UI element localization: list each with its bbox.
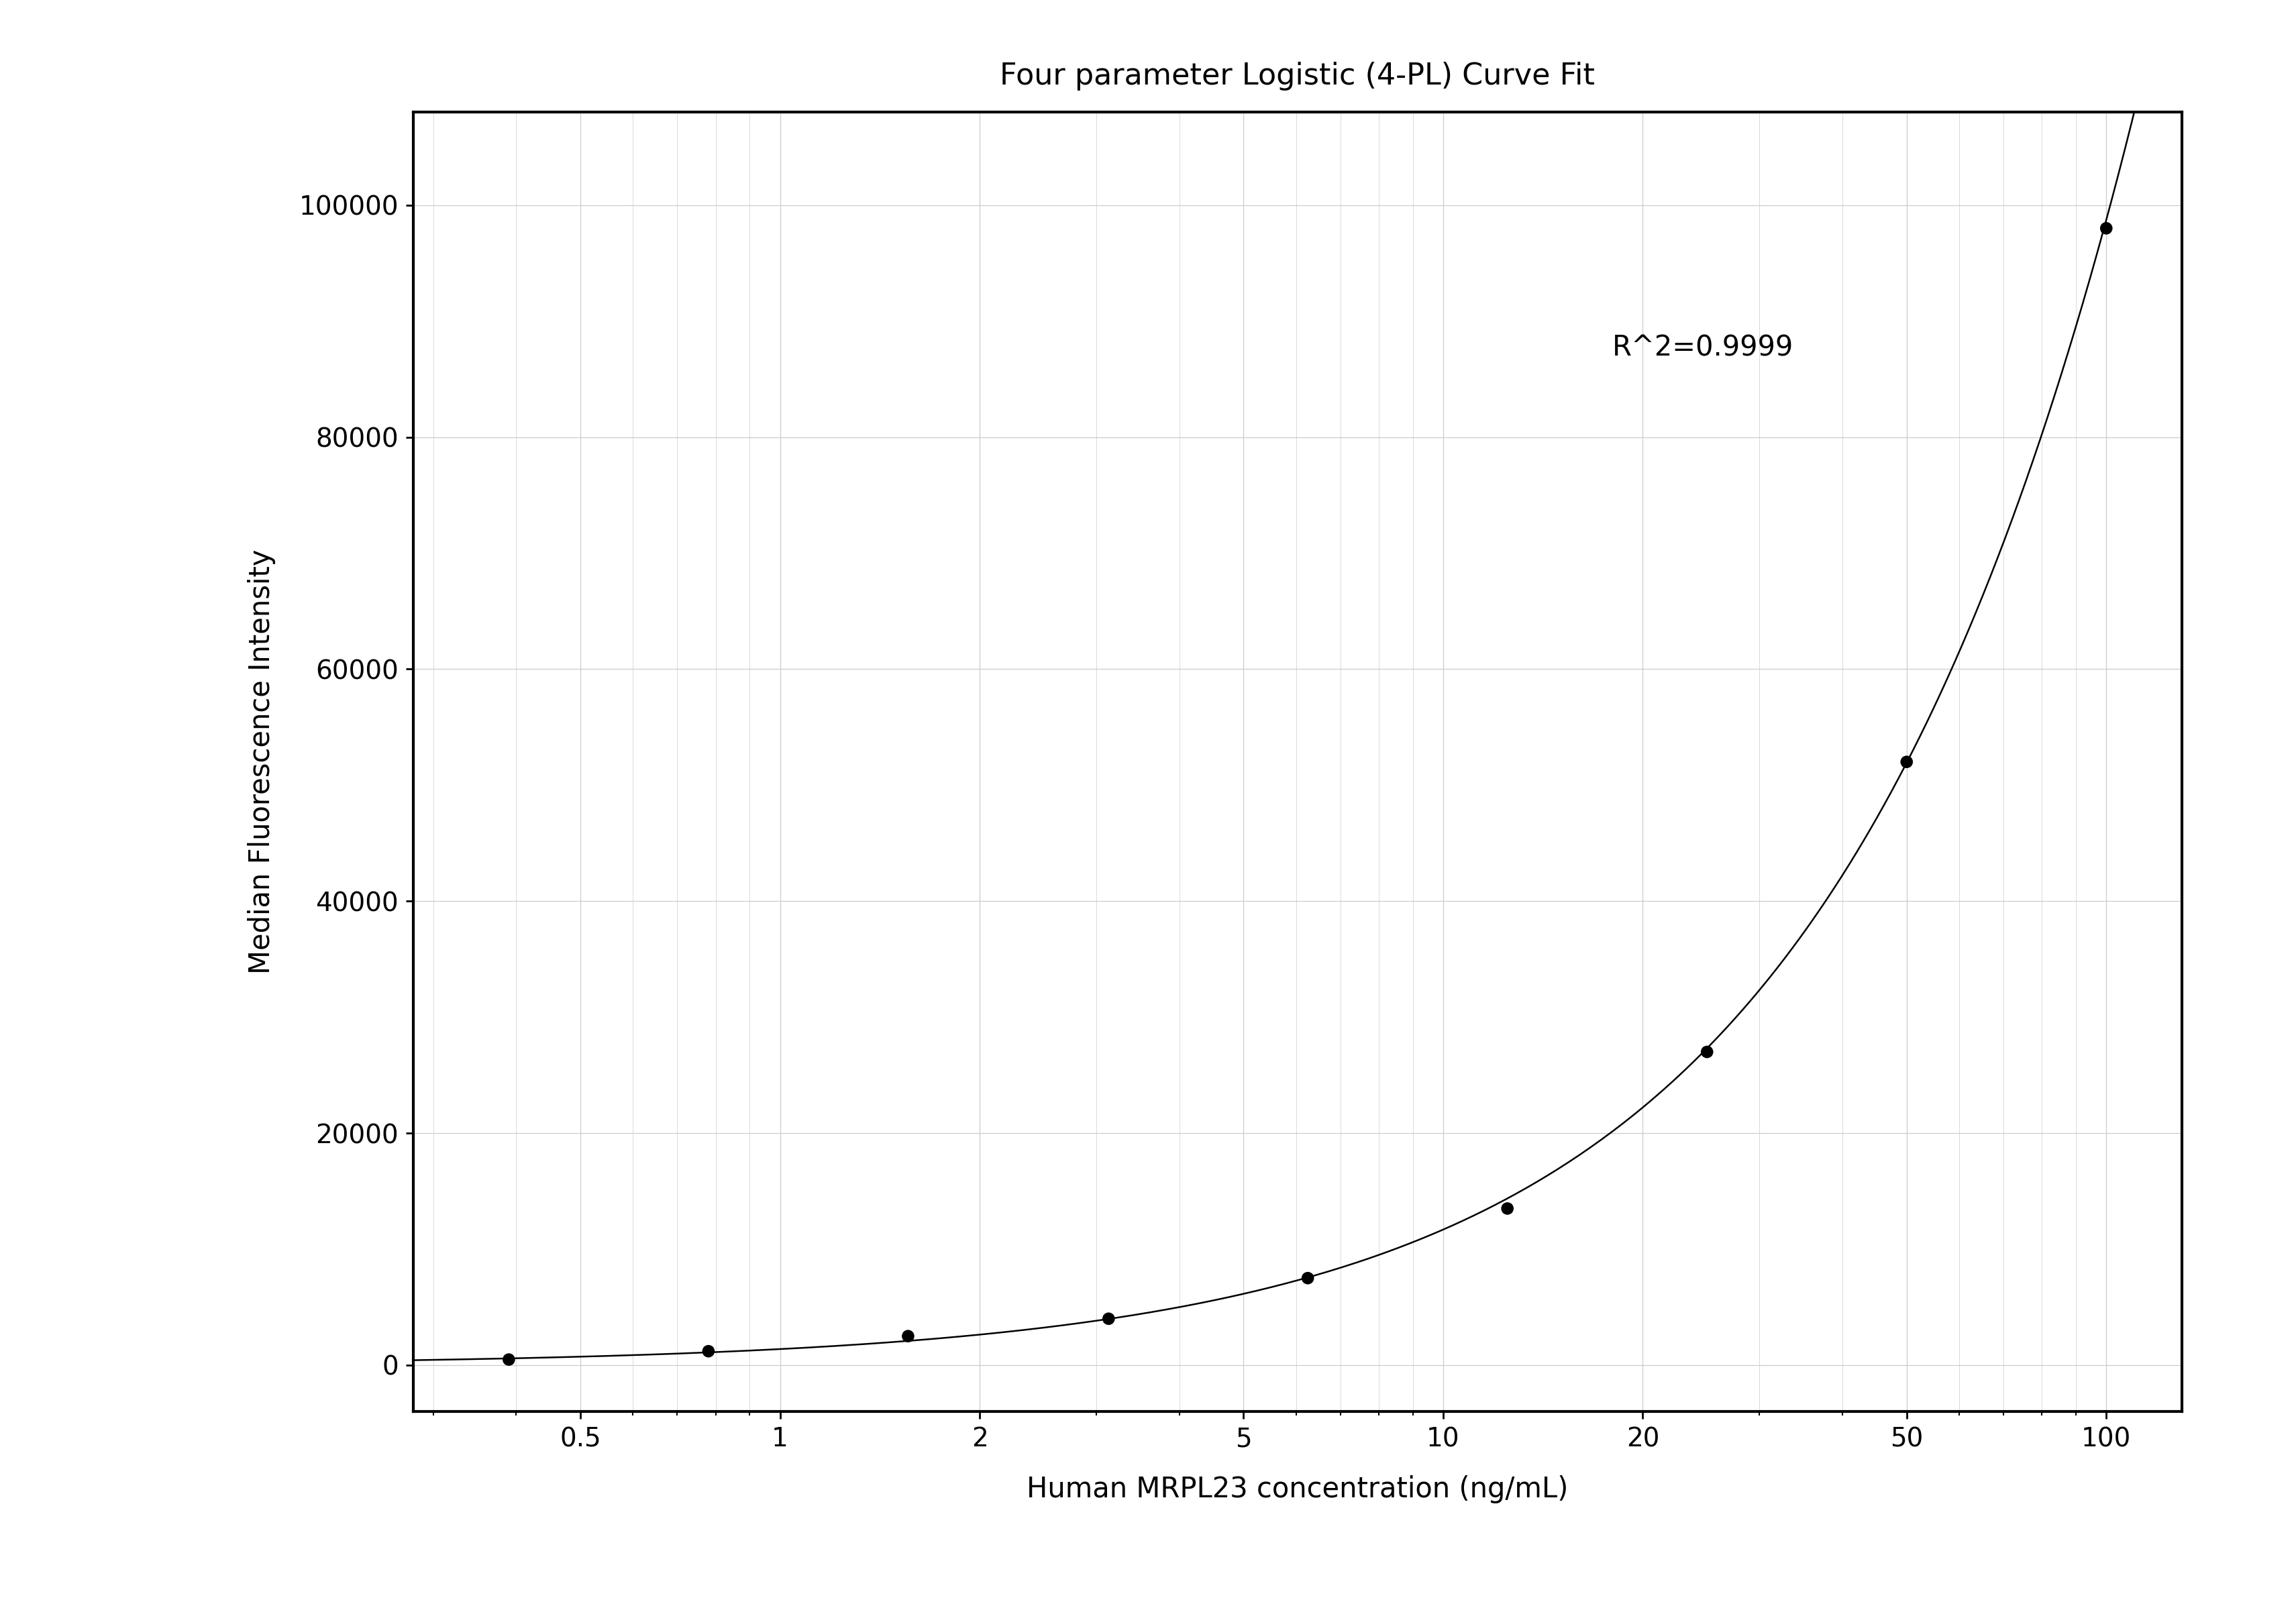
Point <box>689 1338 726 1363</box>
Text: R^2=0.9999: R^2=0.9999 <box>1612 334 1793 363</box>
Point <box>1288 1266 1325 1291</box>
Point <box>491 1347 528 1373</box>
Point <box>1887 749 1924 775</box>
Point <box>1688 1039 1724 1065</box>
Point <box>1488 1195 1525 1221</box>
Y-axis label: Median Fluorescence Intensity: Median Fluorescence Intensity <box>248 550 276 974</box>
Point <box>2087 215 2124 241</box>
Point <box>889 1323 925 1349</box>
Point <box>1091 1306 1127 1331</box>
Title: Four parameter Logistic (4-PL) Curve Fit: Four parameter Logistic (4-PL) Curve Fit <box>999 61 1596 90</box>
X-axis label: Human MRPL23 concentration (ng/mL): Human MRPL23 concentration (ng/mL) <box>1026 1476 1568 1503</box>
